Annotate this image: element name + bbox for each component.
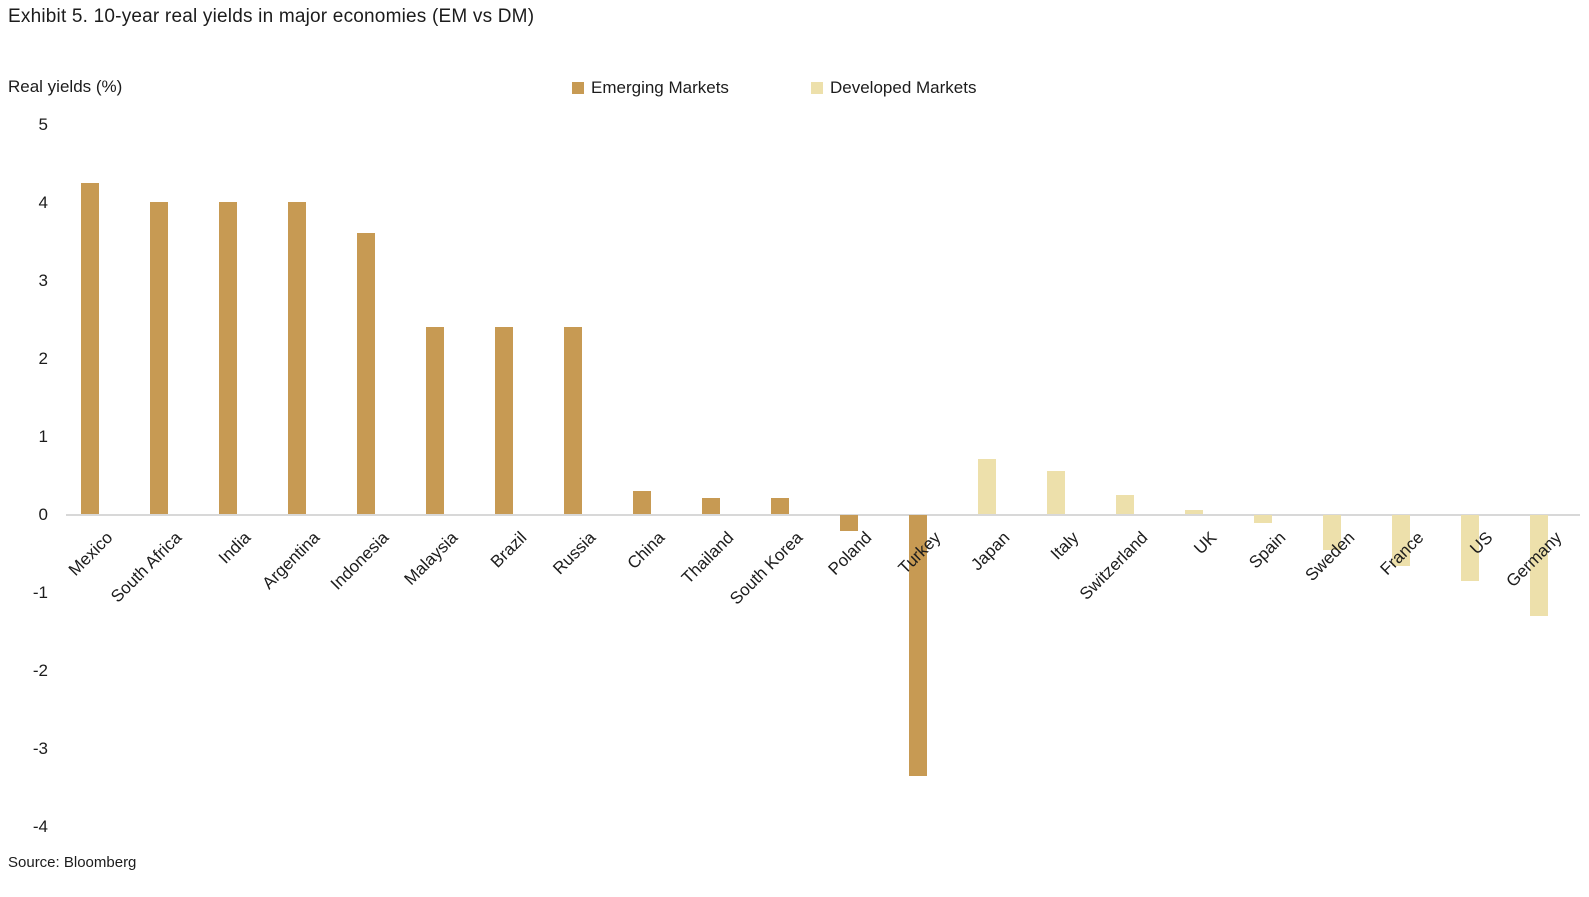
bar-argentina	[288, 202, 306, 514]
y-tick-label: 2	[38, 349, 48, 368]
bar-france	[1392, 515, 1410, 566]
x-axis-label-japan: Japan	[967, 528, 1014, 575]
x-axis-label-switzerland: Switzerland	[1075, 528, 1152, 604]
bar-switzerland	[1116, 494, 1134, 514]
y-axis-title: Real yields (%)	[8, 77, 123, 96]
bar-mexico	[81, 182, 99, 514]
y-tick-label: -4	[32, 817, 48, 836]
x-axis-label-malaysia: Malaysia	[400, 528, 462, 589]
bar-south-korea	[771, 498, 789, 514]
bar-brazil	[495, 326, 513, 514]
bar-south-africa	[150, 202, 168, 514]
x-axis-label-argentina: Argentina	[258, 528, 324, 593]
developed-markets-swatch	[811, 82, 823, 94]
bar-thailand	[702, 498, 720, 514]
legend-item-developed-markets: Developed Markets	[811, 78, 976, 98]
bar-japan	[978, 459, 996, 514]
x-axis-label-uk: UK	[1190, 528, 1221, 559]
bar-germany	[1530, 515, 1548, 617]
x-axis-label-italy: Italy	[1046, 528, 1083, 564]
y-tick-label: 1	[38, 427, 48, 446]
x-axis-label-south-africa: South Africa	[107, 528, 186, 607]
y-tick-label: 0	[38, 505, 48, 524]
y-tick-label: 5	[38, 115, 48, 134]
bar-sweden	[1323, 515, 1341, 551]
bar-us	[1461, 515, 1479, 582]
x-axis-label-thailand: Thailand	[677, 528, 738, 588]
bar-malaysia	[426, 326, 444, 514]
emerging-markets-swatch	[572, 82, 584, 94]
source-note: Source: Bloomberg	[8, 854, 137, 871]
bar-india	[219, 202, 237, 514]
bar-italy	[1047, 471, 1065, 514]
x-axis-line	[66, 514, 1580, 516]
bar-poland	[840, 515, 858, 531]
y-tick-label: -3	[32, 739, 48, 758]
x-axis-label-poland: Poland	[824, 528, 876, 579]
y-tick-label: -2	[32, 661, 48, 680]
bar-uk	[1185, 510, 1203, 514]
chart-title: Exhibit 5. 10-year real yields in major …	[8, 6, 535, 27]
legend-label-developed-markets: Developed Markets	[830, 78, 977, 97]
x-axis-label-indonesia: Indonesia	[326, 528, 393, 594]
bar-russia	[564, 326, 582, 514]
x-axis-label-russia: Russia	[549, 528, 600, 579]
y-tick-label: 4	[38, 193, 48, 212]
legend-label-emerging-markets: Emerging Markets	[591, 78, 729, 97]
x-axis-label-spain: Spain	[1245, 528, 1290, 573]
x-axis-label-india: India	[214, 528, 255, 568]
x-axis-label-south-korea: South Korea	[726, 528, 807, 609]
bar-spain	[1254, 515, 1272, 523]
legend-item-emerging-markets: Emerging Markets	[572, 78, 729, 98]
bar-china	[633, 490, 651, 514]
bar-indonesia	[357, 233, 375, 514]
x-axis-label-china: China	[623, 528, 669, 573]
bar-turkey	[909, 515, 927, 777]
x-axis-label-brazil: Brazil	[486, 528, 531, 572]
y-tick-label: 3	[38, 271, 48, 290]
x-axis-label-mexico: Mexico	[64, 528, 117, 580]
y-tick-label: -1	[32, 583, 48, 602]
